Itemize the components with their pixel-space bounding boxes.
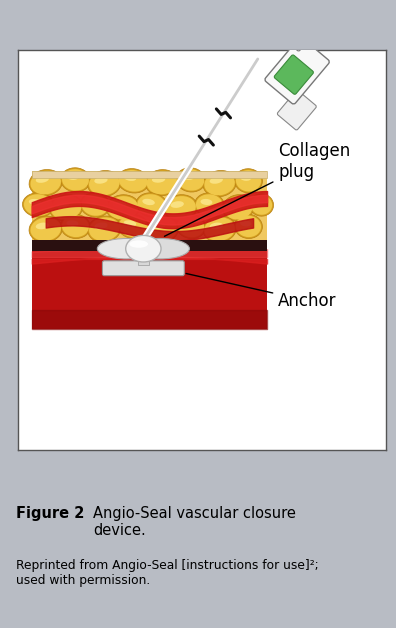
Ellipse shape xyxy=(50,195,83,221)
Ellipse shape xyxy=(223,195,254,221)
Ellipse shape xyxy=(196,194,223,215)
Ellipse shape xyxy=(97,239,156,259)
Text: Figure 2: Figure 2 xyxy=(16,506,84,521)
Ellipse shape xyxy=(234,169,263,193)
Ellipse shape xyxy=(142,199,155,205)
Ellipse shape xyxy=(119,215,147,237)
Ellipse shape xyxy=(229,201,241,208)
Ellipse shape xyxy=(137,194,166,216)
Ellipse shape xyxy=(240,175,251,181)
Ellipse shape xyxy=(147,217,177,241)
Ellipse shape xyxy=(29,216,63,242)
Ellipse shape xyxy=(203,170,236,197)
Ellipse shape xyxy=(234,214,263,239)
Ellipse shape xyxy=(56,201,69,208)
Ellipse shape xyxy=(29,170,62,196)
Ellipse shape xyxy=(86,199,98,205)
Ellipse shape xyxy=(200,199,212,205)
Ellipse shape xyxy=(147,171,177,194)
Ellipse shape xyxy=(94,177,108,184)
Ellipse shape xyxy=(131,239,189,259)
Ellipse shape xyxy=(36,222,49,229)
FancyBboxPatch shape xyxy=(265,38,329,104)
Ellipse shape xyxy=(152,176,165,183)
FancyBboxPatch shape xyxy=(103,261,184,276)
Ellipse shape xyxy=(62,215,89,237)
Ellipse shape xyxy=(176,214,206,239)
Ellipse shape xyxy=(89,217,120,241)
Ellipse shape xyxy=(51,196,82,220)
Ellipse shape xyxy=(176,168,206,192)
FancyBboxPatch shape xyxy=(277,90,316,130)
Ellipse shape xyxy=(61,168,90,192)
Text: Collagen
plug: Collagen plug xyxy=(164,142,350,236)
Ellipse shape xyxy=(29,199,42,205)
Ellipse shape xyxy=(124,175,136,181)
Ellipse shape xyxy=(164,195,197,221)
Bar xyxy=(32,171,267,247)
Ellipse shape xyxy=(30,171,61,195)
Ellipse shape xyxy=(113,201,126,208)
Ellipse shape xyxy=(136,193,168,217)
Ellipse shape xyxy=(80,193,110,217)
Text: Reprinted from Angio-Seal [instructions for use]²;
used with permission.: Reprinted from Angio-Seal [instructions … xyxy=(16,559,318,587)
Ellipse shape xyxy=(203,216,236,242)
Ellipse shape xyxy=(165,196,196,220)
Text: Angio-Seal vascular closure
device.: Angio-Seal vascular closure device. xyxy=(93,506,296,538)
Ellipse shape xyxy=(126,236,161,262)
FancyBboxPatch shape xyxy=(282,23,311,51)
Ellipse shape xyxy=(177,215,204,237)
Ellipse shape xyxy=(24,194,53,216)
Ellipse shape xyxy=(129,241,148,248)
Ellipse shape xyxy=(209,222,223,229)
Ellipse shape xyxy=(36,176,49,183)
FancyBboxPatch shape xyxy=(274,55,313,94)
Ellipse shape xyxy=(67,220,78,227)
Ellipse shape xyxy=(61,214,90,239)
Ellipse shape xyxy=(182,174,194,180)
Ellipse shape xyxy=(94,222,108,229)
Ellipse shape xyxy=(88,170,121,197)
FancyBboxPatch shape xyxy=(283,4,310,32)
Ellipse shape xyxy=(88,216,121,242)
Ellipse shape xyxy=(236,215,261,237)
Ellipse shape xyxy=(145,170,179,196)
Ellipse shape xyxy=(240,220,251,227)
Bar xyxy=(32,171,267,178)
Ellipse shape xyxy=(145,216,179,242)
Ellipse shape xyxy=(152,222,165,229)
Ellipse shape xyxy=(106,195,140,221)
Ellipse shape xyxy=(209,177,223,184)
Bar xyxy=(32,241,267,251)
Ellipse shape xyxy=(249,194,274,216)
Ellipse shape xyxy=(251,195,272,215)
Bar xyxy=(32,249,267,328)
Ellipse shape xyxy=(254,199,264,205)
Ellipse shape xyxy=(117,214,149,239)
Ellipse shape xyxy=(182,220,194,227)
Ellipse shape xyxy=(204,172,235,195)
Ellipse shape xyxy=(118,168,149,193)
Ellipse shape xyxy=(89,172,120,195)
Ellipse shape xyxy=(119,170,147,192)
Ellipse shape xyxy=(108,196,138,219)
Ellipse shape xyxy=(204,217,235,241)
Text: Anchor: Anchor xyxy=(186,273,337,310)
Ellipse shape xyxy=(171,201,184,208)
Ellipse shape xyxy=(236,170,261,192)
Ellipse shape xyxy=(177,169,204,191)
Ellipse shape xyxy=(23,193,54,217)
Bar xyxy=(32,242,267,247)
Ellipse shape xyxy=(194,193,224,217)
Ellipse shape xyxy=(124,220,136,227)
Bar xyxy=(138,248,149,264)
Ellipse shape xyxy=(30,217,61,241)
Ellipse shape xyxy=(82,194,109,216)
Ellipse shape xyxy=(62,169,89,191)
Ellipse shape xyxy=(224,196,253,220)
Ellipse shape xyxy=(67,174,78,180)
